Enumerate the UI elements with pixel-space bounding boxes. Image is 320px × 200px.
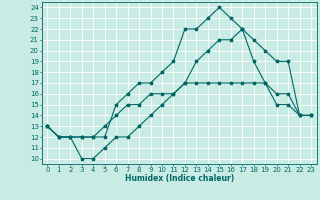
X-axis label: Humidex (Indice chaleur): Humidex (Indice chaleur): [124, 174, 234, 183]
